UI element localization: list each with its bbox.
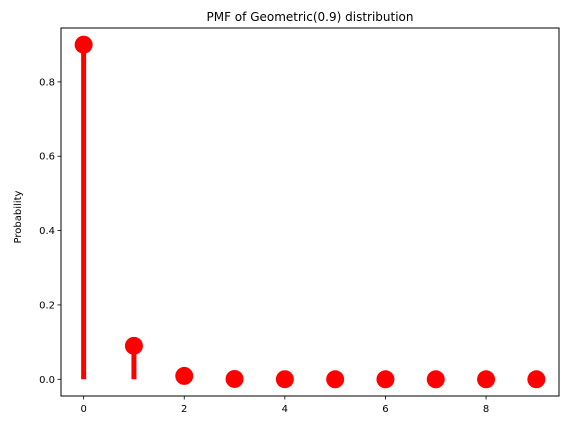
x-tick-label: 2 [181,404,187,415]
y-axis-label: Probability [13,190,24,243]
stem-point-1 [124,336,143,355]
stem-point-6 [376,370,395,389]
stem-point-7 [426,370,445,389]
y-tick-label: 0.8 [39,77,55,88]
stem-marks [74,35,546,389]
y-tick-label: 0.6 [39,152,55,163]
chart-title: PMF of Geometric(0.9) distribution [207,10,414,24]
plot-frame [60,27,560,397]
stem-point-9 [527,370,546,389]
stem-point-8 [477,370,496,389]
x-tick-label: 4 [282,404,288,415]
axes: 0 2 4 6 8 0.0 0.2 0.4 0.6 0.8 [39,77,489,415]
stem-point-0 [74,35,93,54]
stem-point-2 [175,366,194,385]
x-tick-label: 6 [382,404,388,415]
x-tick-label: 8 [483,404,489,415]
x-tick-label: 0 [80,404,86,415]
y-tick-label: 0.4 [39,226,55,237]
y-tick-label: 0.0 [39,375,55,386]
stem-point-3 [225,369,244,388]
stem-point-5 [326,370,345,389]
y-tick-label: 0.2 [39,300,55,311]
stem-point-4 [275,370,294,389]
